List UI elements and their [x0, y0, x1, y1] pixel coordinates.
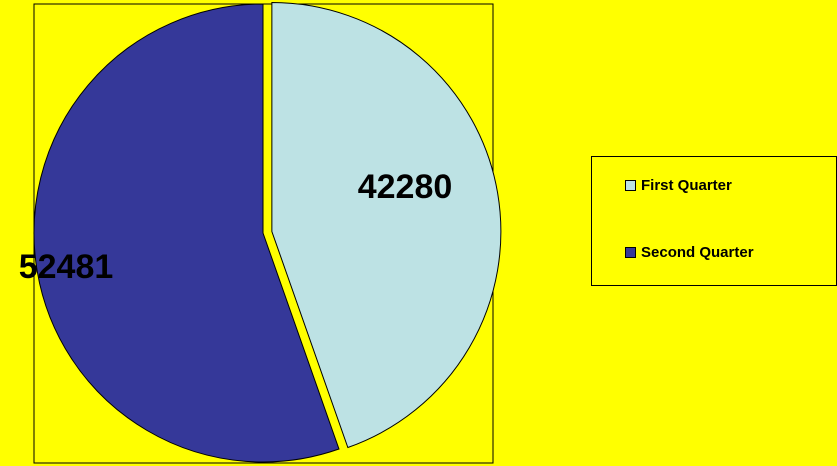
data-label-second-quarter: 52481	[19, 248, 114, 286]
data-label-first-quarter: 42280	[358, 168, 453, 206]
chart-legend: First Quarter Second Quarter	[591, 156, 837, 286]
pie-slice-first-quarter	[271, 1, 502, 449]
legend-label-first-quarter: First Quarter	[641, 177, 732, 194]
legend-swatch-first-quarter	[625, 180, 636, 191]
legend-item-first-quarter: First Quarter	[625, 177, 732, 194]
legend-swatch-second-quarter	[625, 247, 636, 258]
pie-slice-second-quarter	[33, 3, 340, 463]
legend-item-second-quarter: Second Quarter	[625, 244, 754, 261]
pie-data-labels: 42280 52481	[19, 168, 453, 286]
pie-slices	[33, 1, 502, 463]
legend-label-second-quarter: Second Quarter	[641, 244, 754, 261]
